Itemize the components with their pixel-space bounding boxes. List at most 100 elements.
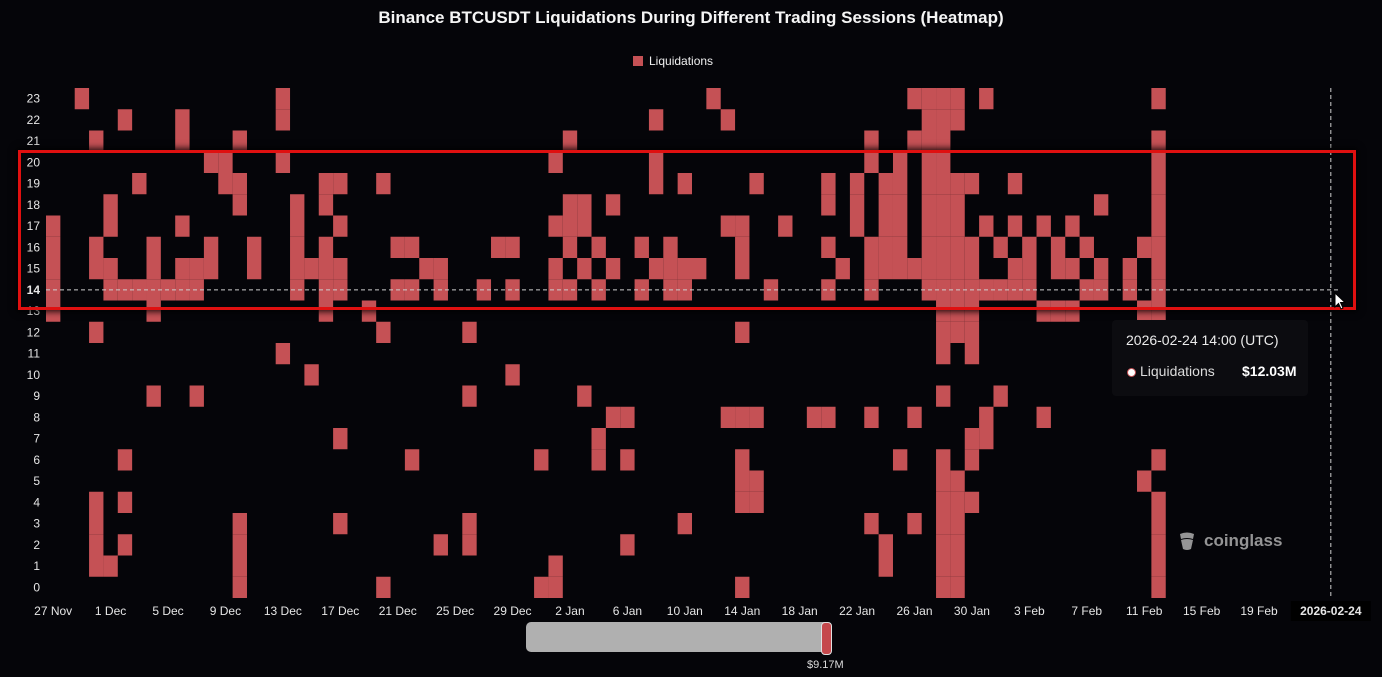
heatmap-cell[interactable] — [376, 173, 391, 195]
heatmap-cell[interactable] — [433, 258, 448, 280]
heatmap-cell[interactable] — [821, 279, 836, 301]
heatmap-cell[interactable] — [318, 194, 334, 216]
heatmap-cell[interactable] — [1137, 300, 1152, 322]
heatmap-cell[interactable] — [878, 194, 893, 216]
heatmap-cell[interactable] — [89, 236, 104, 258]
heatmap-cell[interactable] — [1151, 555, 1166, 577]
heatmap-cell[interactable] — [663, 236, 678, 258]
heatmap-cell[interactable] — [892, 151, 908, 173]
heatmap-cell[interactable] — [1151, 300, 1166, 322]
heatmap-cell[interactable] — [1151, 258, 1166, 280]
heatmap-cell[interactable] — [175, 130, 190, 152]
heatmap-cell[interactable] — [591, 236, 606, 258]
heatmap-cell[interactable] — [290, 258, 305, 280]
heatmap-cell[interactable] — [117, 491, 133, 513]
heatmap-cell[interactable] — [390, 236, 405, 258]
heatmap-cell[interactable] — [648, 258, 664, 280]
heatmap-cell[interactable] — [677, 173, 692, 195]
heatmap-cell[interactable] — [663, 258, 678, 280]
heatmap-cell[interactable] — [878, 173, 893, 195]
heatmap-cell[interactable] — [1007, 173, 1023, 195]
heatmap-cell[interactable] — [648, 173, 664, 195]
heatmap-cell[interactable] — [936, 555, 951, 577]
heatmap-cell[interactable] — [246, 258, 262, 280]
heatmap-cell[interactable] — [735, 215, 750, 237]
heatmap-cell[interactable] — [720, 215, 736, 237]
heatmap-cell[interactable] — [46, 215, 61, 237]
heatmap-cell[interactable] — [821, 194, 836, 216]
heatmap-cell[interactable] — [892, 194, 908, 216]
heatmap-cell[interactable] — [964, 428, 980, 450]
heatmap-cell[interactable] — [117, 449, 133, 471]
heatmap-cell[interactable] — [735, 321, 750, 343]
heatmap-cell[interactable] — [936, 109, 951, 131]
heatmap-cell[interactable] — [936, 576, 951, 598]
heatmap-cell[interactable] — [1007, 258, 1023, 280]
heatmap-cell[interactable] — [936, 151, 951, 173]
heatmap-cell[interactable] — [964, 258, 980, 280]
heatmap-cell[interactable] — [232, 513, 247, 535]
heatmap-cell[interactable] — [835, 258, 850, 280]
heatmap-cell[interactable] — [1151, 576, 1166, 598]
heatmap-cell[interactable] — [232, 194, 247, 216]
heatmap-cell[interactable] — [577, 215, 592, 237]
heatmap-cell[interactable] — [979, 88, 994, 110]
heatmap-cell[interactable] — [849, 194, 865, 216]
heatmap-cell[interactable] — [864, 406, 879, 428]
heatmap-cell[interactable] — [175, 258, 190, 280]
heatmap-cell[interactable] — [921, 258, 937, 280]
heatmap-cell[interactable] — [936, 513, 951, 535]
heatmap-cell[interactable] — [1093, 279, 1109, 301]
heatmap-cell[interactable] — [950, 236, 965, 258]
heatmap-cell[interactable] — [376, 321, 391, 343]
heatmap-cell[interactable] — [1122, 258, 1138, 280]
heatmap-cell[interactable] — [950, 88, 965, 110]
heatmap-cell[interactable] — [950, 555, 965, 577]
heatmap-cell[interactable] — [333, 173, 348, 195]
heatmap-cell[interactable] — [964, 491, 980, 513]
heatmap-cell[interactable] — [964, 236, 980, 258]
heatmap-cell[interactable] — [950, 534, 965, 556]
heatmap-cell[interactable] — [950, 321, 965, 343]
heatmap-cell[interactable] — [1036, 215, 1051, 237]
heatmap-cell[interactable] — [720, 109, 736, 131]
heatmap-cell[interactable] — [648, 151, 664, 173]
heatmap-cell[interactable] — [103, 258, 118, 280]
heatmap-cell[interactable] — [1151, 534, 1166, 556]
heatmap-cell[interactable] — [735, 576, 750, 598]
heatmap-cell[interactable] — [821, 236, 836, 258]
heatmap-cell[interactable] — [878, 534, 893, 556]
heatmap-cell[interactable] — [218, 151, 233, 173]
heatmap-cell[interactable] — [333, 258, 348, 280]
heatmap-cell[interactable] — [117, 534, 133, 556]
heatmap-cell[interactable] — [964, 173, 980, 195]
heatmap-cell[interactable] — [103, 215, 118, 237]
heatmap-cell[interactable] — [1151, 279, 1166, 301]
heatmap-cell[interactable] — [634, 236, 649, 258]
heatmap-cell[interactable] — [993, 236, 1008, 258]
heatmap-cell[interactable] — [1151, 130, 1166, 152]
heatmap-cell[interactable] — [950, 470, 965, 492]
heatmap-cell[interactable] — [936, 491, 951, 513]
heatmap-cell[interactable] — [1151, 215, 1166, 237]
heatmap-cell[interactable] — [562, 130, 578, 152]
heatmap-cell[interactable] — [993, 385, 1008, 407]
heatmap-cell[interactable] — [1050, 258, 1066, 280]
heatmap-cell[interactable] — [534, 449, 549, 471]
heatmap-cell[interactable] — [89, 130, 104, 152]
heatmap-cell[interactable] — [1151, 449, 1166, 471]
heatmap-cell[interactable] — [1093, 258, 1109, 280]
heatmap-cell[interactable] — [462, 321, 477, 343]
heatmap-cell[interactable] — [117, 109, 133, 131]
heatmap-cell[interactable] — [907, 406, 922, 428]
heatmap-cell[interactable] — [232, 576, 247, 598]
heatmap-cell[interactable] — [936, 321, 951, 343]
heatmap-cell[interactable] — [548, 215, 563, 237]
heatmap-cell[interactable] — [620, 406, 635, 428]
heatmap-cell[interactable] — [318, 173, 334, 195]
heatmap-cell[interactable] — [979, 428, 994, 450]
heatmap-cell[interactable] — [333, 428, 348, 450]
heatmap-cell[interactable] — [950, 576, 965, 598]
heatmap-cell[interactable] — [333, 215, 348, 237]
heatmap-cell[interactable] — [46, 300, 61, 322]
